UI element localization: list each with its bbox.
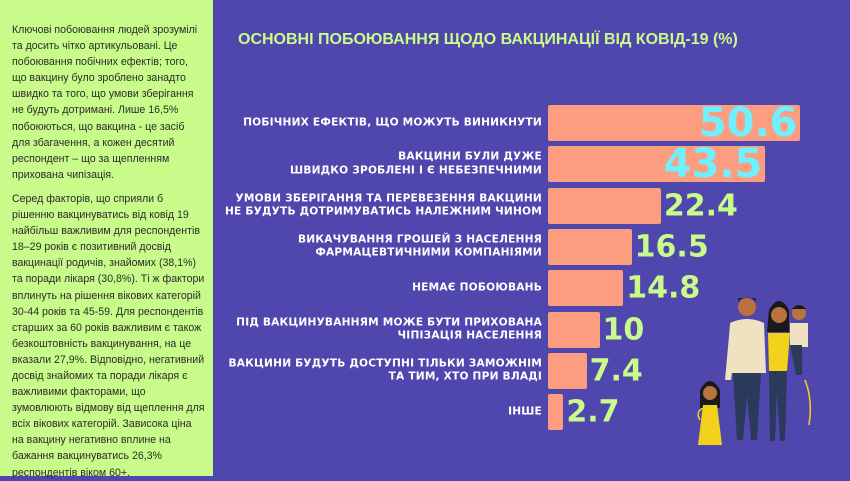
category-label-line: ТА ТИМ, ХТО ПРИ ВЛАДІ xyxy=(388,370,542,383)
sidebar-paragraph: Ключові побоювання людей зрозумілі та до… xyxy=(12,24,198,181)
family-illustration xyxy=(697,297,812,445)
value-label: 16.5 xyxy=(634,229,709,265)
sidebar-text-panel: Ключові побоювання людей зрозумілі та до… xyxy=(0,0,213,479)
category-label-line: УМОВИ ЗБЕРІГАННЯ ТА ПЕРЕВЕЗЕННЯ ВАКЦИНИ xyxy=(235,192,542,205)
bar xyxy=(548,187,661,224)
category-label-line: ВАКЦИНИ БУЛИ ДУЖЕ xyxy=(398,150,542,163)
bar xyxy=(548,146,766,183)
category-label-line: ВАКЦИНИ БУДУТЬ ДОСТУПНІ ТІЛЬКИ ЗАМОЖНІМ xyxy=(228,357,542,370)
category-label: ВАКЦИНИ БУДУТЬ ДОСТУПНІ ТІЛЬКИ ЗАМОЖНІМ Т… xyxy=(212,357,542,384)
chart-title: ОСНОВНІ ПОБОЮВАННЯ ЩОДО ВАКЦИНАЦІЇ ВІД К… xyxy=(238,31,738,48)
category-label-line: ПОБІЧНИХ ЕФЕКТІВ, ЩО МОЖУТЬ ВИНИКНУТИ xyxy=(243,116,542,129)
bar xyxy=(548,270,624,307)
value-label: 2.7 xyxy=(566,394,620,430)
category-label-line: ШВИДКО ЗРОБЛЕНІ І Є НЕБЕЗПЕЧНИМИ xyxy=(290,164,542,177)
category-label-line: ІНШЕ xyxy=(508,405,542,418)
category-label-line: ВИКАЧУВАННЯ ГРОШЕЙ З НАСЕЛЕННЯ xyxy=(298,233,542,246)
bar-row: УМОВИ ЗБЕРІГАННЯ ТА ПЕРЕВЕЗЕННЯ ВАКЦИНИ Н… xyxy=(0,187,820,224)
bar-row: ПОБІЧНИХ ЕФЕКТІВ, ЩО МОЖУТЬ ВИНИКНУТИ 50.… xyxy=(0,100,820,146)
category-label: ВИКАЧУВАННЯ ГРОШЕЙ З НАСЕЛЕННЯ ФАРМАЦЕВТИ… xyxy=(212,233,542,260)
category-label: ІНШЕ xyxy=(212,405,542,419)
bar xyxy=(548,228,632,265)
value-label: 43.5 xyxy=(663,141,763,188)
bar-row: ПІД ВАКЦИНУВАННЯМ МОЖЕ БУТИ ПРИХОВАНА ЧІП… xyxy=(0,311,820,348)
bar-row: ВАКЦИНИ БУЛИ ДУЖЕ ШВИДКО ЗРОБЛЕНІ І Є НЕБ… xyxy=(0,141,820,187)
category-label: ПІД ВАКЦИНУВАННЯМ МОЖЕ БУТИ ПРИХОВАНА ЧІП… xyxy=(212,316,542,343)
category-label: ПОБІЧНИХ ЕФЕКТІВ, ЩО МОЖУТЬ ВИНИКНУТИ xyxy=(212,116,542,130)
bar-row: ВИКАЧУВАННЯ ГРОШЕЙ З НАСЕЛЕННЯ ФАРМАЦЕВТИ… xyxy=(0,228,820,265)
bar xyxy=(548,394,564,431)
category-label-line: НЕМАЄ ПОБОЮВАНЬ xyxy=(412,281,542,294)
category-label-line: ФАРМАЦЕВТИЧНИМИ КОМПАНІЯМИ xyxy=(315,246,542,259)
bar-row: ВАКЦИНИ БУДУТЬ ДОСТУПНІ ТІЛЬКИ ЗАМОЖНІМ Т… xyxy=(0,352,820,389)
bar xyxy=(548,311,600,348)
bar-chart: ПОБІЧНИХ ЕФЕКТІВ, ЩО МОЖУТЬ ВИНИКНУТИ 50.… xyxy=(0,100,820,431)
category-label: ВАКЦИНИ БУЛИ ДУЖЕ ШВИДКО ЗРОБЛЕНІ І Є НЕБ… xyxy=(212,151,542,178)
category-label-line: ПІД ВАКЦИНУВАННЯМ МОЖЕ БУТИ ПРИХОВАНА xyxy=(236,316,542,328)
bar xyxy=(548,352,587,389)
value-label: 7.4 xyxy=(589,353,643,389)
value-label: 14.8 xyxy=(626,270,701,306)
sidebar-paragraph: Серед факторів, що сприяли б рішенню вак… xyxy=(12,192,205,479)
bar-row: НЕМАЄ ПОБОЮВАНЬ 14.8 xyxy=(0,270,820,307)
category-label-line: НЕ БУДУТЬ ДОТРИМУВАТИСЬ НАЛЕЖНИМ ЧИНОМ xyxy=(224,205,542,218)
category-label-line: ЧІПІЗАЦІЯ НАСЕЛЕННЯ xyxy=(397,329,542,342)
bar-row: ІНШЕ 2.7 xyxy=(0,394,820,431)
value-label: 10 xyxy=(602,312,645,347)
bar xyxy=(548,105,801,141)
category-label: НЕМАЄ ПОБОЮВАНЬ xyxy=(212,281,542,295)
value-label: 22.4 xyxy=(663,188,738,224)
value-label: 50.6 xyxy=(698,100,798,146)
category-label: УМОВИ ЗБЕРІГАННЯ ТА ПЕРЕВЕЗЕННЯ ВАКЦИНИ Н… xyxy=(212,192,542,219)
